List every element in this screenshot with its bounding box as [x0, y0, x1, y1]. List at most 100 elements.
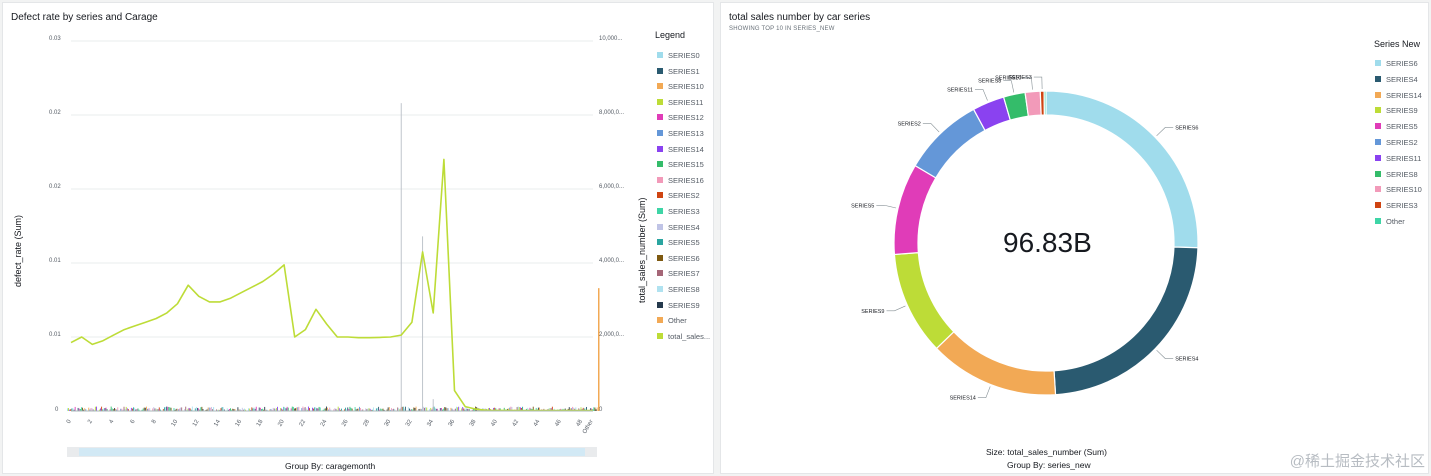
series-bar[interactable] [155, 408, 157, 411]
series-bar[interactable] [436, 408, 438, 411]
series-bar[interactable] [290, 408, 292, 411]
series-bar[interactable] [265, 409, 267, 411]
series-bar[interactable] [248, 408, 250, 411]
x-axis-scrollbar[interactable] [67, 447, 597, 457]
legend-item[interactable]: SERIES12 [657, 113, 704, 123]
series-bar[interactable] [277, 406, 279, 411]
series-bar[interactable] [456, 406, 457, 411]
series-bar[interactable] [519, 407, 521, 411]
series-bar[interactable] [221, 407, 223, 411]
series-bar[interactable] [465, 406, 467, 411]
series-bar[interactable] [446, 408, 448, 411]
series-bar[interactable] [298, 406, 300, 411]
series-bar[interactable] [269, 409, 271, 411]
series-bar[interactable] [335, 408, 337, 411]
series-bar[interactable] [516, 407, 518, 411]
series-bar[interactable] [443, 408, 445, 411]
series-bar[interactable] [341, 408, 342, 411]
series-bar[interactable] [382, 408, 384, 411]
series-bar[interactable] [112, 409, 114, 411]
series-bar[interactable] [254, 408, 256, 411]
series-bar[interactable] [165, 406, 166, 411]
series-bar[interactable] [252, 408, 254, 411]
series-bar[interactable] [103, 408, 105, 411]
series-bar[interactable] [191, 406, 193, 411]
legend-item[interactable]: SERIES4 [657, 223, 700, 233]
series-bar[interactable] [522, 406, 524, 411]
series-legend-item[interactable]: SERIES5 [1375, 122, 1418, 132]
series-bar[interactable] [200, 407, 202, 411]
series-bar[interactable] [194, 408, 196, 411]
series-bar[interactable] [117, 407, 119, 411]
series-bar[interactable] [152, 408, 154, 411]
series-bar[interactable] [250, 409, 252, 411]
series-bar[interactable] [327, 407, 328, 411]
series-bar[interactable] [442, 409, 443, 411]
series-bar[interactable] [509, 407, 511, 411]
series-legend-item[interactable]: SERIES9 [1375, 106, 1418, 116]
series-bar[interactable] [302, 406, 304, 411]
series-bar[interactable] [125, 406, 127, 411]
series-bar[interactable] [548, 408, 550, 411]
series-legend-item[interactable]: Other [1375, 217, 1405, 227]
series-bar[interactable] [371, 409, 373, 411]
series-bar[interactable] [430, 407, 432, 411]
series-bar[interactable] [329, 407, 331, 411]
series-bar[interactable] [301, 408, 303, 411]
legend-item[interactable]: SERIES3 [657, 207, 700, 217]
series-bar[interactable] [539, 407, 540, 411]
series-bar[interactable] [450, 407, 452, 411]
legend-item[interactable]: SERIES14 [657, 145, 704, 155]
series-bar[interactable] [274, 408, 276, 411]
series-bar[interactable] [262, 408, 263, 411]
series-bar[interactable] [144, 407, 146, 411]
series-bar[interactable] [410, 409, 411, 411]
series-legend-item[interactable]: SERIES10 [1375, 185, 1422, 195]
series-bar[interactable] [379, 409, 381, 411]
series-bar[interactable] [89, 409, 91, 411]
series-bar[interactable] [201, 406, 203, 411]
series-bar[interactable] [88, 407, 90, 411]
series-bar[interactable] [198, 408, 200, 411]
series-bar[interactable] [295, 408, 297, 411]
series-bar[interactable] [185, 406, 187, 411]
series-bar[interactable] [349, 406, 351, 411]
series-bar[interactable] [362, 409, 364, 411]
series-bar[interactable] [319, 407, 321, 411]
series-bar[interactable] [181, 407, 183, 411]
series-bar[interactable] [153, 407, 155, 411]
series-bar[interactable] [249, 408, 251, 411]
series-bar[interactable] [92, 409, 94, 411]
series-bar[interactable] [347, 407, 349, 411]
donut-slice[interactable] [893, 251, 955, 350]
series-bar[interactable] [451, 408, 453, 411]
series-bar[interactable] [334, 408, 336, 411]
series-legend-item[interactable]: SERIES3 [1375, 201, 1418, 211]
legend-item[interactable]: SERIES2 [657, 191, 700, 201]
series-legend-item[interactable]: SERIES8 [1375, 170, 1418, 180]
series-bar[interactable] [226, 408, 228, 411]
defect-rate-bar[interactable] [422, 236, 424, 411]
series-bar[interactable] [370, 409, 372, 411]
series-bar[interactable] [463, 408, 465, 411]
legend-item[interactable]: total_sales... [657, 332, 710, 342]
series-bar[interactable] [163, 407, 165, 411]
series-bar[interactable] [323, 408, 325, 411]
legend-item[interactable]: SERIES15 [657, 160, 704, 170]
legend-item[interactable]: SERIES10 [657, 82, 704, 92]
series-bar[interactable] [132, 408, 133, 411]
series-bar[interactable] [414, 407, 416, 411]
donut-slice[interactable] [1024, 90, 1042, 117]
series-bar[interactable] [550, 408, 552, 411]
series-bar[interactable] [586, 406, 587, 411]
series-bar[interactable] [429, 409, 431, 411]
series-bar[interactable] [242, 409, 244, 411]
series-bar[interactable] [404, 406, 406, 411]
series-bar[interactable] [134, 407, 136, 411]
series-bar[interactable] [93, 409, 95, 411]
series-bar[interactable] [154, 408, 156, 411]
series-bar[interactable] [537, 407, 539, 411]
defect-rate-bar[interactable] [400, 103, 402, 411]
series-bar[interactable] [100, 408, 101, 411]
series-bar[interactable] [266, 409, 268, 411]
